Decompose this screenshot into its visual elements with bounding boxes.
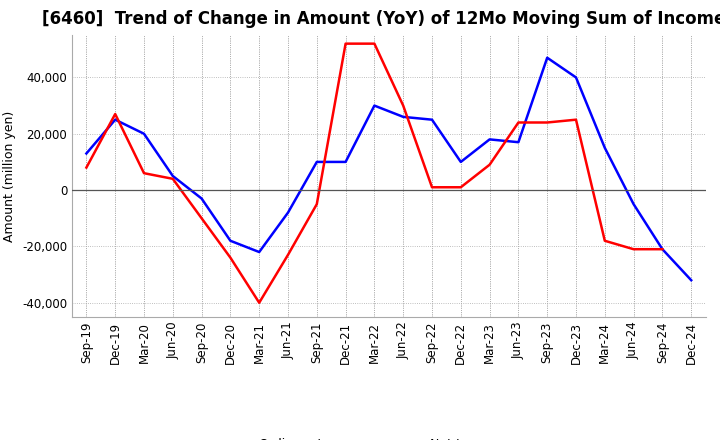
Net Income — [255, 300, 264, 305]
Ordinary Income — [600, 145, 609, 150]
Net Income — [572, 117, 580, 122]
Legend: Ordinary Income, Net Income: Ordinary Income, Net Income — [213, 433, 507, 440]
Ordinary Income — [168, 173, 177, 179]
Ordinary Income — [82, 151, 91, 156]
Ordinary Income — [370, 103, 379, 108]
Ordinary Income — [572, 75, 580, 80]
Ordinary Income — [399, 114, 408, 120]
Ordinary Income — [226, 238, 235, 243]
Ordinary Income — [514, 139, 523, 145]
Title: [6460]  Trend of Change in Amount (YoY) of 12Mo Moving Sum of Incomes: [6460] Trend of Change in Amount (YoY) o… — [42, 10, 720, 28]
Net Income — [456, 185, 465, 190]
Net Income — [82, 165, 91, 170]
Ordinary Income — [543, 55, 552, 60]
Net Income — [111, 111, 120, 117]
Ordinary Income — [312, 159, 321, 165]
Net Income — [428, 185, 436, 190]
Ordinary Income — [255, 249, 264, 255]
Ordinary Income — [629, 202, 638, 207]
Net Income — [399, 103, 408, 108]
Net Income — [197, 216, 206, 221]
Net Income — [284, 252, 292, 257]
Net Income — [658, 246, 667, 252]
Ordinary Income — [284, 210, 292, 215]
Net Income — [226, 255, 235, 260]
Line: Net Income: Net Income — [86, 44, 662, 303]
Ordinary Income — [197, 196, 206, 201]
Net Income — [140, 171, 148, 176]
Line: Ordinary Income: Ordinary Income — [86, 58, 691, 280]
Net Income — [168, 176, 177, 181]
Ordinary Income — [485, 137, 494, 142]
Net Income — [600, 238, 609, 243]
Ordinary Income — [658, 246, 667, 252]
Net Income — [485, 162, 494, 167]
Net Income — [312, 202, 321, 207]
Net Income — [629, 246, 638, 252]
Net Income — [543, 120, 552, 125]
Ordinary Income — [111, 117, 120, 122]
Ordinary Income — [140, 131, 148, 136]
Ordinary Income — [687, 278, 696, 283]
Y-axis label: Amount (million yen): Amount (million yen) — [4, 110, 17, 242]
Net Income — [370, 41, 379, 46]
Net Income — [341, 41, 350, 46]
Ordinary Income — [456, 159, 465, 165]
Ordinary Income — [341, 159, 350, 165]
Ordinary Income — [428, 117, 436, 122]
Net Income — [514, 120, 523, 125]
